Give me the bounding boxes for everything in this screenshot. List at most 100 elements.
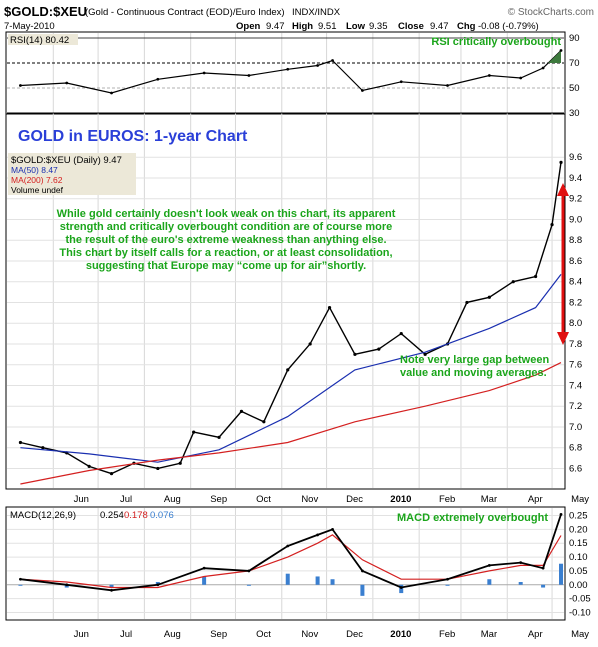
rsi-point xyxy=(316,64,320,67)
month-label: Nov xyxy=(301,494,318,505)
macd-tick-label: 0.10 xyxy=(569,552,588,563)
rsi-point xyxy=(247,74,251,77)
grid-layer xyxy=(7,33,564,619)
rsi-tick-label: 70 xyxy=(569,58,580,69)
price-point xyxy=(217,435,221,439)
macd-label: MACD(12,26,9) xyxy=(10,510,76,521)
rsi-label: RSI(14) 80.42 xyxy=(10,35,69,46)
chg-value: -0.08 (-0.79%) xyxy=(478,21,539,32)
commentary-line-4: This chart by itself calls for a reactio… xyxy=(59,247,392,259)
month-label: Sep xyxy=(210,494,227,505)
macd-hist-bar xyxy=(330,579,335,585)
close-label: Close xyxy=(398,21,424,32)
macd-tick-label: -0.05 xyxy=(569,594,591,605)
price-line xyxy=(20,162,562,475)
legend-price: $GOLD:$XEU (Daily) 9.47 xyxy=(11,155,122,166)
open-value: 9.47 xyxy=(266,21,285,32)
macd-point xyxy=(361,569,364,573)
macd-point xyxy=(519,561,523,565)
gap-arrow-head-up xyxy=(557,183,569,196)
rsi-point xyxy=(286,67,290,71)
month-label-macd: Mar xyxy=(481,629,497,640)
month-label: Mar xyxy=(481,494,497,505)
ma50-line xyxy=(20,274,562,463)
macd-hist-bar xyxy=(541,584,546,588)
month-label: Jul xyxy=(120,494,132,505)
low-value: 9.35 xyxy=(369,21,388,32)
price-point xyxy=(192,430,196,434)
legend-box xyxy=(8,153,136,195)
month-label-macd: Oct xyxy=(256,629,271,640)
month-label-macd: May xyxy=(571,629,589,640)
macd-value: 0.254 xyxy=(100,510,124,521)
price-point xyxy=(550,223,554,227)
macd-point xyxy=(446,577,449,581)
macd-legend: MACD(12,26,9) 0.254 0.178 0.076 xyxy=(10,510,174,521)
macd-hist-bar xyxy=(109,584,114,588)
price-tick-label: 8.0 xyxy=(569,318,582,329)
month-label: May xyxy=(571,494,589,505)
price-point xyxy=(399,331,403,336)
price-point xyxy=(487,295,491,299)
close-value: 9.47 xyxy=(430,21,449,32)
price-point xyxy=(465,300,469,305)
commentary-line-1: While gold certainly doesn't look weak o… xyxy=(57,208,396,220)
rsi-point xyxy=(331,59,334,62)
rsi-point xyxy=(156,77,160,81)
price-point xyxy=(423,352,427,356)
price-tick-label: 7.0 xyxy=(569,422,582,433)
high-value: 9.51 xyxy=(318,21,337,32)
macd-point xyxy=(541,566,545,570)
price-tick-label: 8.6 xyxy=(569,256,582,267)
month-label: Feb xyxy=(439,494,455,505)
legend-ma200: MA(200) 7.62 xyxy=(11,175,63,185)
brand-logo: © StockCharts.com xyxy=(508,7,594,18)
price-point xyxy=(18,440,23,445)
price-point xyxy=(239,409,244,413)
legend-volume: Volume undef xyxy=(11,185,64,195)
price-tick-label: 8.8 xyxy=(569,235,582,246)
price-point xyxy=(156,466,160,471)
price-tick-label: 9.4 xyxy=(569,173,582,184)
price-point xyxy=(327,306,332,310)
price-point xyxy=(559,160,563,164)
chg-label: Chg xyxy=(457,21,476,32)
price-tick-label: 9.6 xyxy=(569,152,582,163)
macd-panel xyxy=(5,506,566,621)
ma200-line xyxy=(20,362,562,485)
month-label: Aug xyxy=(164,494,181,505)
macd-tick-label: 0.15 xyxy=(569,538,588,549)
rsi-point xyxy=(446,84,449,87)
macd-hist-bar xyxy=(360,584,365,596)
gap-note-line-1: Note very large gap between xyxy=(400,354,549,366)
macd-point xyxy=(286,544,290,548)
price-point xyxy=(41,446,45,450)
price-point xyxy=(377,347,381,351)
chart-date: 7-May-2010 xyxy=(4,21,55,32)
rsi-point xyxy=(399,80,403,84)
rsi-panel xyxy=(5,31,566,115)
gap-note-line-2: value and moving averages. xyxy=(400,367,547,379)
macd-hist-value: 0.076 xyxy=(150,510,174,521)
high-label: High xyxy=(292,21,313,32)
rsi-point xyxy=(487,74,491,77)
price-tick-label: 7.8 xyxy=(569,339,582,350)
chart-exchange: INDX/INDX xyxy=(292,7,341,18)
price-point xyxy=(286,368,290,372)
price-tick-label: 7.4 xyxy=(569,380,582,391)
rsi-point xyxy=(202,71,206,75)
gap-arrow-head-down xyxy=(557,332,569,345)
month-label: 2010 xyxy=(390,494,411,505)
macd-hist-bar xyxy=(285,573,290,585)
gap-note: Note very large gap between value and mo… xyxy=(400,354,549,379)
gap-arrow xyxy=(557,183,569,345)
month-label-macd: Nov xyxy=(301,629,318,640)
macd-point xyxy=(487,563,491,567)
macd-line xyxy=(20,514,562,592)
rsi-overbought-fill xyxy=(548,50,562,63)
macd-point xyxy=(202,566,206,570)
month-label-macd: Dec xyxy=(346,629,363,640)
macd-hist-bar xyxy=(559,563,564,585)
month-label-macd: Jun xyxy=(74,629,89,640)
